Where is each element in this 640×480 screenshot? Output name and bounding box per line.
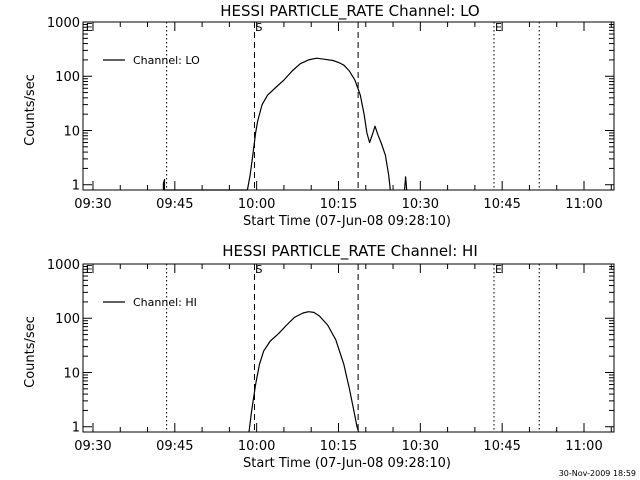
y-tick-label: 1000 xyxy=(47,16,80,31)
x-tick-label: 10:45 xyxy=(483,197,520,212)
event-marker-label: S xyxy=(255,263,262,276)
y-tick-label: 100 xyxy=(55,70,80,85)
plot-frame xyxy=(82,263,615,433)
x-tick-label: 10:15 xyxy=(320,197,357,212)
chart-title: HESSI PARTICLE_RATE Channel: LO xyxy=(220,2,479,21)
y-axis-label: Counts/sec xyxy=(23,316,38,388)
x-axis-label: Start Time (07-Jun-08 09:28:10) xyxy=(243,214,451,229)
y-tick-label: 10 xyxy=(63,366,80,381)
y-axis-label: Counts/sec xyxy=(23,74,38,146)
x-tick-label: 11:00 xyxy=(565,439,602,454)
y-tick-label: 100 xyxy=(55,312,80,327)
chart-lo: HESSI PARTICLE_RATE Channel: LO Counts/s… xyxy=(23,2,615,229)
y-tick-label: 1 xyxy=(72,421,80,436)
event-marker-label: E xyxy=(86,21,93,34)
x-tick-label: 09:30 xyxy=(74,197,111,212)
x-tick-label: 10:15 xyxy=(320,439,357,454)
event-marker-label: E xyxy=(495,21,502,34)
x-tick-label: 10:30 xyxy=(402,197,439,212)
series-line xyxy=(162,57,391,191)
legend-label: Channel: HI xyxy=(133,296,197,309)
y-tick-label: 10 xyxy=(63,124,80,139)
plot-frame xyxy=(82,21,615,191)
x-tick-label: 09:45 xyxy=(156,197,193,212)
footer-timestamp: 30-Nov-2009 18:59 xyxy=(559,469,636,478)
event-marker-label: S xyxy=(255,21,262,34)
x-tick-label: 09:45 xyxy=(156,439,193,454)
event-marker-label: E xyxy=(86,263,93,276)
x-tick-label: 09:30 xyxy=(74,439,111,454)
chart-title: HESSI PARTICLE_RATE Channel: HI xyxy=(222,242,478,261)
event-marker-label: E xyxy=(495,263,502,276)
x-tick-label: 10:45 xyxy=(483,439,520,454)
y-tick-label: 1000 xyxy=(47,258,80,273)
x-axis-label: Start Time (07-Jun-08 09:28:10) xyxy=(243,456,451,471)
chart-hi: HESSI PARTICLE_RATE Channel: HI Counts/s… xyxy=(23,242,615,471)
x-tick-label: 10:00 xyxy=(238,439,275,454)
y-tick-label: 1 xyxy=(72,179,80,194)
legend-label: Channel: LO xyxy=(133,54,200,67)
x-tick-label: 11:00 xyxy=(565,197,602,212)
x-tick-label: 10:00 xyxy=(238,197,275,212)
x-tick-label: 10:30 xyxy=(402,439,439,454)
series-line xyxy=(403,176,408,191)
series-line xyxy=(248,311,360,433)
